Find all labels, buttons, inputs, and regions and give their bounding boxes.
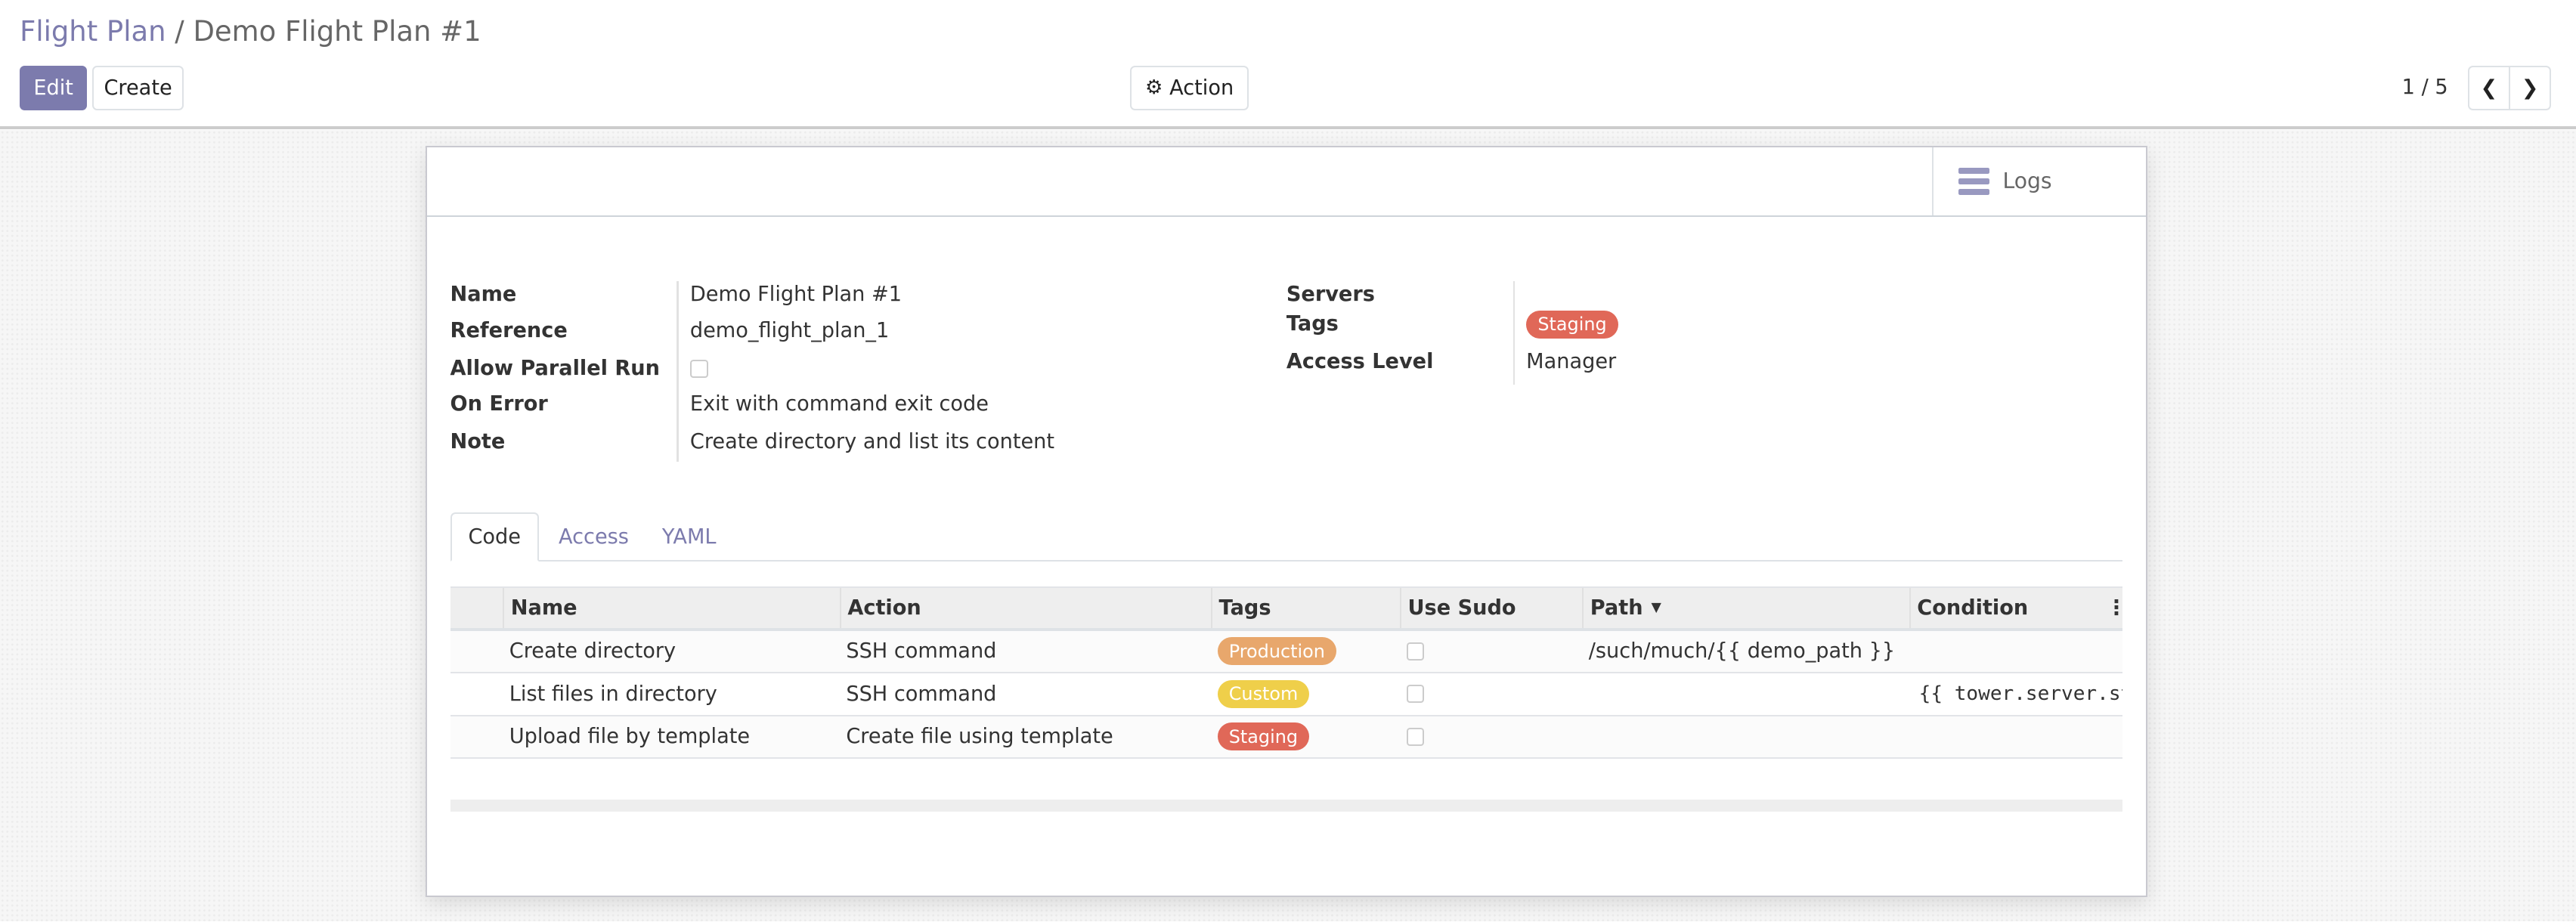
field-label-access-level: Access Level bbox=[1286, 349, 1434, 373]
edit-button[interactable]: Edit bbox=[20, 65, 88, 110]
gear-icon: ⚙ bbox=[1145, 76, 1163, 100]
use-sudo-checkbox[interactable] bbox=[1406, 727, 1425, 746]
column-header-name[interactable]: Name bbox=[503, 587, 840, 628]
row-path bbox=[1582, 673, 1589, 715]
row-name: List files in directory bbox=[509, 682, 717, 706]
field-value-note: Create directory and list its content bbox=[689, 430, 1055, 454]
column-header-tags[interactable]: Tags bbox=[1210, 587, 1400, 628]
tab-yaml[interactable]: YAML bbox=[661, 525, 717, 549]
column-header-use-sudo[interactable]: Use Sudo bbox=[1399, 587, 1582, 628]
code-lines-table: Name Action Tags Use Sudo Path ▼ Conditio… bbox=[450, 586, 2123, 760]
tab-code[interactable]: Code bbox=[450, 512, 539, 562]
row-action: SSH command bbox=[846, 682, 997, 706]
pager-value: 1 / 5 bbox=[2401, 75, 2448, 99]
logs-label: Logs bbox=[2002, 169, 2052, 194]
tabs-border bbox=[450, 560, 2123, 562]
row-tag: Custom bbox=[1217, 679, 1310, 708]
row-action: SSH command bbox=[846, 639, 997, 664]
pager-previous-button[interactable]: ❮ bbox=[2467, 65, 2511, 110]
table-header: Name Action Tags Use Sudo Path ▼ Conditio… bbox=[450, 586, 2123, 631]
field-label-name: Name bbox=[450, 282, 517, 306]
column-header-path-label: Path bbox=[1590, 596, 1643, 620]
sheet-button-box: Logs bbox=[426, 147, 2146, 217]
logs-button[interactable]: Logs bbox=[1932, 147, 2146, 215]
chevron-right-icon: ❯ bbox=[2521, 76, 2539, 100]
field-label-servers: Servers bbox=[1286, 282, 1375, 306]
column-header-path[interactable]: Path ▼ bbox=[1582, 587, 1909, 628]
row-path bbox=[1582, 716, 1589, 758]
pager-next-button[interactable]: ❯ bbox=[2508, 65, 2552, 110]
field-separator bbox=[1512, 280, 1515, 385]
row-condition bbox=[1909, 716, 1916, 758]
field-label-reference: Reference bbox=[450, 318, 568, 342]
field-value-reference: demo_flight_plan_1 bbox=[689, 318, 890, 342]
field-separator bbox=[677, 280, 679, 462]
table-row[interactable]: Upload file by template Create file usin… bbox=[450, 716, 2123, 760]
column-options-icon[interactable]: ⋮ bbox=[2106, 596, 2122, 620]
field-label-allow-parallel-run: Allow Parallel Run bbox=[450, 356, 660, 380]
table-row[interactable]: Create directory SSH command Production … bbox=[450, 630, 2123, 674]
table-horizontal-scrollbar[interactable] bbox=[450, 800, 2123, 812]
field-value-name: Demo Flight Plan #1 bbox=[689, 282, 903, 306]
use-sudo-checkbox[interactable] bbox=[1406, 685, 1425, 704]
breadcrumb-parent-link[interactable]: Flight Plan bbox=[20, 14, 166, 48]
create-button[interactable]: Create bbox=[91, 65, 184, 110]
field-label-note: Note bbox=[450, 430, 506, 454]
breadcrumb-current: Demo Flight Plan #1 bbox=[193, 14, 481, 48]
action-label: Action bbox=[1169, 76, 1234, 100]
row-tag: Production bbox=[1217, 637, 1337, 666]
row-path: /such/much/{{ demo_path }} bbox=[1588, 639, 1896, 664]
use-sudo-checkbox[interactable] bbox=[1406, 642, 1425, 661]
tag-badge-staging: Staging bbox=[1526, 310, 1618, 339]
column-header-action[interactable]: Action bbox=[839, 587, 1211, 628]
row-tag: Staging bbox=[1217, 722, 1310, 751]
row-action: Create file using template bbox=[846, 725, 1113, 749]
breadcrumb: Flight Plan / Demo Flight Plan #1 bbox=[20, 15, 481, 48]
row-name: Create directory bbox=[509, 639, 677, 664]
action-button[interactable]: ⚙ Action bbox=[1130, 65, 1249, 110]
breadcrumb-separator: / bbox=[175, 14, 184, 48]
table-row[interactable]: List files in directory SSH command Cust… bbox=[450, 673, 2123, 716]
row-condition: {{ tower.server.status bbox=[1918, 682, 2123, 706]
row-condition bbox=[1909, 631, 1916, 673]
row-name: Upload file by template bbox=[509, 725, 751, 749]
field-label-tags: Tags bbox=[1286, 311, 1339, 336]
field-value-on-error: Exit with command exit code bbox=[689, 392, 989, 416]
control-panel: Flight Plan / Demo Flight Plan #1 Edit C… bbox=[0, 0, 2576, 130]
handle-column-header bbox=[450, 588, 503, 628]
field-value-access-level: Manager bbox=[1526, 349, 1617, 373]
allow-parallel-run-checkbox[interactable] bbox=[689, 360, 708, 383]
form-sheet: Logs bbox=[425, 146, 2147, 897]
field-label-on-error: On Error bbox=[450, 392, 548, 416]
chevron-left-icon: ❮ bbox=[2480, 76, 2498, 100]
tab-access[interactable]: Access bbox=[558, 525, 629, 549]
column-header-condition[interactable]: Condition bbox=[1909, 587, 2123, 628]
bars-icon bbox=[1958, 168, 1990, 195]
caret-down-icon: ▼ bbox=[1651, 600, 1661, 616]
